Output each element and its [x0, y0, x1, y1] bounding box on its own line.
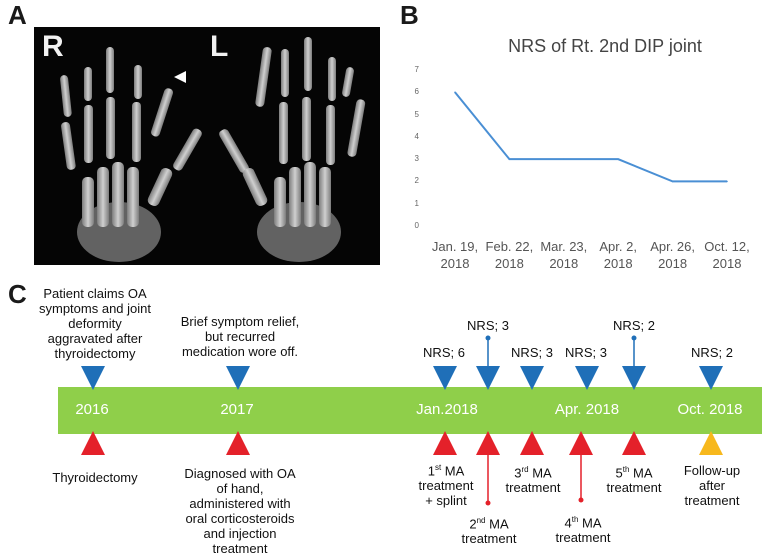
nrs-label-1: NRS; 6 — [423, 345, 465, 360]
marker-bottom-ma1 — [433, 431, 457, 455]
year-label-jan-2018: Jan.2018 — [416, 401, 478, 418]
y-tick-label: 4 — [414, 131, 419, 141]
year-label-oct-2018: Oct. 2018 — [677, 401, 743, 418]
year-label-2016: 2016 — [75, 401, 109, 418]
marker-bottom-followup — [699, 431, 723, 455]
y-tick-label: 5 — [414, 109, 419, 119]
note-2016-top: Patient claims OA symptoms and joint def… — [39, 286, 151, 361]
marker-top-nrs5 — [622, 366, 646, 390]
note-ma2: 2nd MA treatment — [461, 516, 517, 547]
arrowhead-marker — [174, 71, 186, 83]
marker-top-nrs1 — [433, 366, 457, 390]
x-tick-label: Apr. 26, 2018 — [650, 239, 695, 271]
year-label-apr-2018: Apr. 2018 — [554, 401, 620, 418]
note-thyroidectomy: Thyroidectomy — [52, 470, 138, 485]
y-tick-label: 7 — [414, 65, 419, 74]
note-followup: Follow-up after treatment — [683, 463, 741, 508]
hand-radiograph: R L — [34, 27, 380, 265]
y-tick-label: 3 — [414, 154, 419, 164]
note-ma1: 1st MA treatment + splint — [418, 463, 474, 509]
marker-bottom-thyroidectomy — [81, 431, 105, 455]
x-tick-label: Oct. 12, 2018 — [704, 239, 750, 271]
y-tick-label: 0 — [414, 221, 419, 230]
chart-plot-area — [454, 91, 728, 183]
nrs-data-point — [454, 91, 456, 94]
marker-bottom-diagnosis — [226, 431, 250, 455]
year-label-2017: 2017 — [220, 401, 254, 418]
hand-xray-image — [60, 37, 366, 262]
marker-top-nrs2 — [476, 366, 500, 390]
nrs-label-2: NRS; 3 — [467, 318, 509, 333]
nrs-data-point — [726, 180, 728, 183]
xray-label-right: R — [42, 30, 64, 63]
nrs-series-line — [454, 91, 727, 183]
marker-top-nrs4 — [575, 366, 599, 390]
nrs-data-point — [617, 158, 619, 160]
panel-label-c: C — [8, 279, 27, 309]
nrs-data-point — [563, 158, 565, 160]
nrs-label-3: NRS; 3 — [511, 345, 553, 360]
note-2017-top: Brief symptom relief, but recurred medic… — [180, 314, 300, 359]
xray-label-left: L — [210, 30, 229, 63]
panel-label-a: A — [8, 0, 27, 30]
marker-bottom-ma3 — [520, 431, 544, 455]
marker-top-2016 — [81, 366, 105, 390]
timeline-bar — [58, 387, 762, 434]
y-tick-label: 2 — [414, 176, 419, 186]
marker-top-nrs3 — [520, 366, 544, 390]
nrs-label-4: NRS; 3 — [565, 345, 607, 360]
nrs-label-5: NRS; 2 — [613, 318, 655, 333]
note-ma5: 5th MA treatment — [606, 465, 662, 496]
y-tick-label: 1 — [414, 198, 419, 208]
chart-title: NRS of Rt. 2nd DIP joint — [508, 36, 702, 56]
note-ma4: 4th MA treatment — [555, 515, 611, 546]
marker-bottom-ma2 — [476, 431, 500, 455]
marker-bottom-ma5 — [622, 431, 646, 455]
nrs-data-point — [671, 180, 674, 183]
marker-top-2017 — [226, 366, 250, 390]
x-tick-label: Mar. 23, 2018 — [540, 239, 588, 271]
marker-bottom-ma4 — [569, 431, 593, 455]
x-tick-label: Feb. 22, 2018 — [485, 239, 534, 271]
y-tick-label: 6 — [414, 87, 419, 97]
nrs-data-point — [508, 158, 511, 160]
nrs-label-6: NRS; 2 — [691, 345, 733, 360]
note-diagnosis: Diagnosed with OA of hand, administered … — [184, 466, 296, 556]
marker-top-nrs6 — [699, 366, 723, 390]
panel-label-b: B — [400, 0, 419, 30]
note-ma3: 3rd MA treatment — [505, 465, 561, 496]
x-tick-label: Apr. 2, 2018 — [599, 239, 637, 271]
x-tick-label: Jan. 19, 2018 — [431, 239, 479, 271]
nrs-chart: NRS of Rt. 2nd DIP joint 0 1 2 3 4 5 6 7 Jan. 1… — [395, 30, 762, 280]
